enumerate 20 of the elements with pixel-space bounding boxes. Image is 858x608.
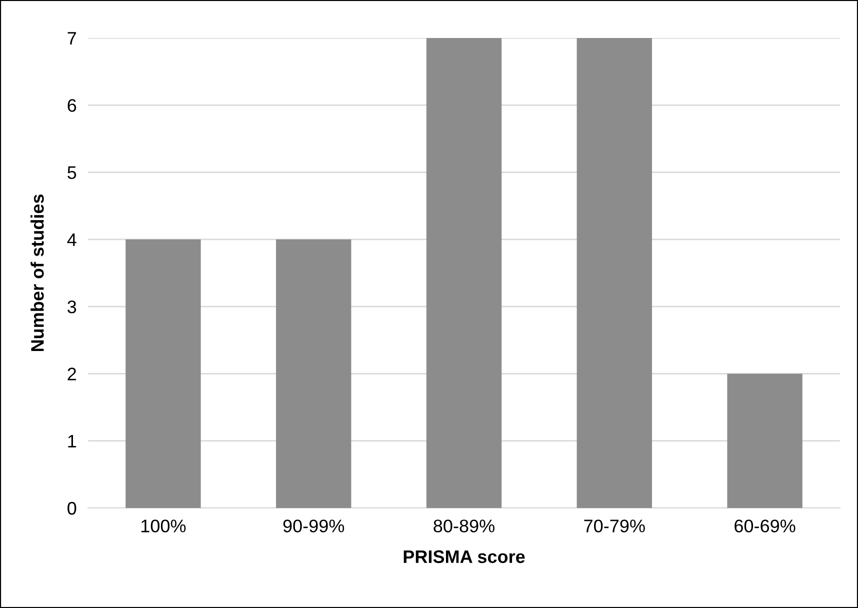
y-tick-label: 7 bbox=[68, 32, 76, 45]
y-axis-title: Number of studies bbox=[30, 194, 44, 352]
y-tick-label: 0 bbox=[68, 502, 76, 515]
y-tick-label: 1 bbox=[68, 434, 76, 448]
x-tick-label: 70-79% bbox=[584, 520, 645, 532]
y-tick-label: 4 bbox=[67, 234, 76, 246]
y-tick-label: 3 bbox=[68, 300, 76, 314]
x-tick-label: 90-99% bbox=[283, 520, 344, 532]
bar bbox=[576, 38, 652, 508]
y-tick-label: 6 bbox=[68, 99, 76, 112]
bar bbox=[426, 38, 502, 508]
x-axis-title: PRISMA score bbox=[404, 550, 525, 564]
x-tick-label: 80-89% bbox=[434, 520, 494, 532]
bar bbox=[727, 374, 802, 508]
y-tick-label: 5 bbox=[68, 166, 76, 180]
x-tick-label: 60-69% bbox=[734, 520, 796, 532]
x-tick-label: 100% bbox=[141, 520, 186, 532]
bar bbox=[126, 239, 201, 508]
bar bbox=[276, 239, 352, 508]
y-tick-label: 2 bbox=[68, 368, 76, 380]
